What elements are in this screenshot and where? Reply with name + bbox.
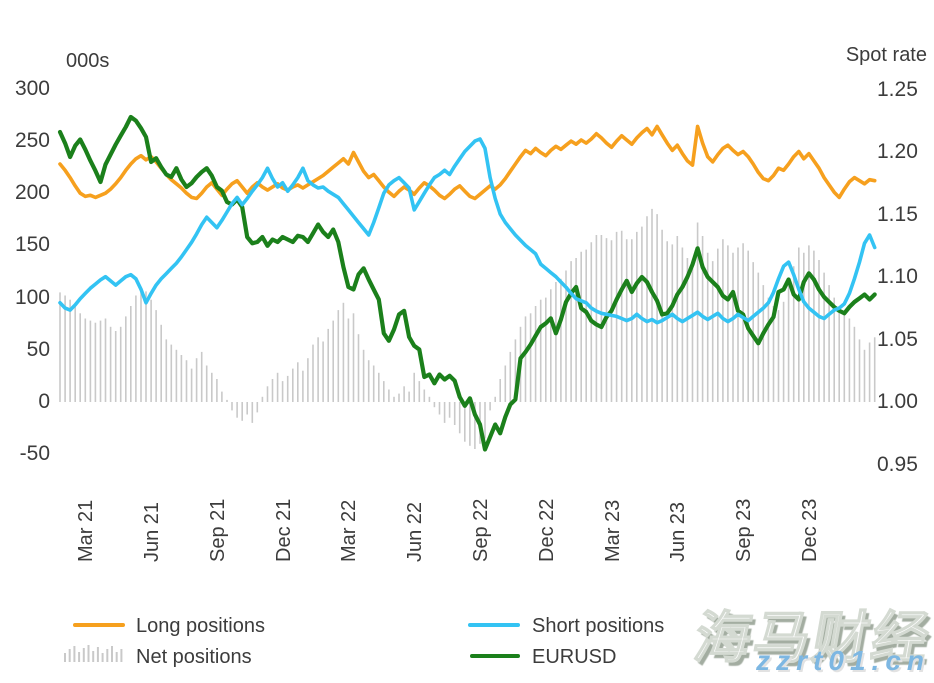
left-axis-tick: -50 <box>19 442 50 466</box>
left-axis-tick: 200 <box>14 181 50 205</box>
x-axis-label: Mar 22 <box>338 499 361 562</box>
legend-label-long-positions: Long positions <box>136 615 265 637</box>
right-axis-tick: 1.20 <box>877 140 918 163</box>
right-axis-tick: 1.05 <box>877 327 918 351</box>
plot-area <box>57 114 877 452</box>
x-axis-label: Dec 23 <box>798 498 821 562</box>
legend-label-net-positions: Net positions <box>136 646 252 668</box>
left-axis-tick: 100 <box>14 285 50 309</box>
left-axis-title: 000s <box>66 50 110 72</box>
left-axis-tick: 150 <box>14 233 50 257</box>
long-positions-line <box>58 124 877 201</box>
x-axis-label: Dec 21 <box>272 498 295 562</box>
x-axis-label: Sep 22 <box>469 498 492 562</box>
x-axis-label: Mar 21 <box>75 499 98 562</box>
x-axis-label: Jun 23 <box>667 501 690 562</box>
right-axis-tick: 1.00 <box>877 390 918 413</box>
legend-label-short-positions: Short positions <box>532 615 665 637</box>
long-positions-swatch <box>73 623 125 627</box>
right-axis-tick: 1.15 <box>877 202 918 226</box>
x-axis-label: Dec 22 <box>535 498 558 562</box>
x-axis-label: Sep 21 <box>206 498 229 562</box>
x-axis-label: Jun 21 <box>141 501 164 562</box>
left-axis-tick: 300 <box>14 76 50 100</box>
left-axis-tick: 50 <box>26 337 50 361</box>
short-positions-line <box>58 137 877 325</box>
eurusd-swatch <box>470 654 520 658</box>
net-positions-swatch <box>63 645 127 662</box>
x-axis-label: Mar 23 <box>601 499 624 562</box>
eurusd-line <box>57 114 877 452</box>
left-axis-tick: 0 <box>38 390 50 413</box>
right-axis-tick: 0.95 <box>877 452 918 476</box>
legend-label-eurusd: EURUSD <box>532 646 617 668</box>
watermark-url-text: zzrt01.cn <box>756 645 930 676</box>
right-axis-tick: 1.25 <box>877 77 918 101</box>
left-axis-tick: 250 <box>14 129 50 153</box>
right-axis-tick: 1.10 <box>877 265 918 288</box>
x-axis-label: Jun 22 <box>404 501 427 562</box>
right-axis-title: Spot rate <box>845 44 927 66</box>
short-positions-swatch <box>468 623 520 627</box>
x-axis-label: Sep 23 <box>733 498 756 562</box>
